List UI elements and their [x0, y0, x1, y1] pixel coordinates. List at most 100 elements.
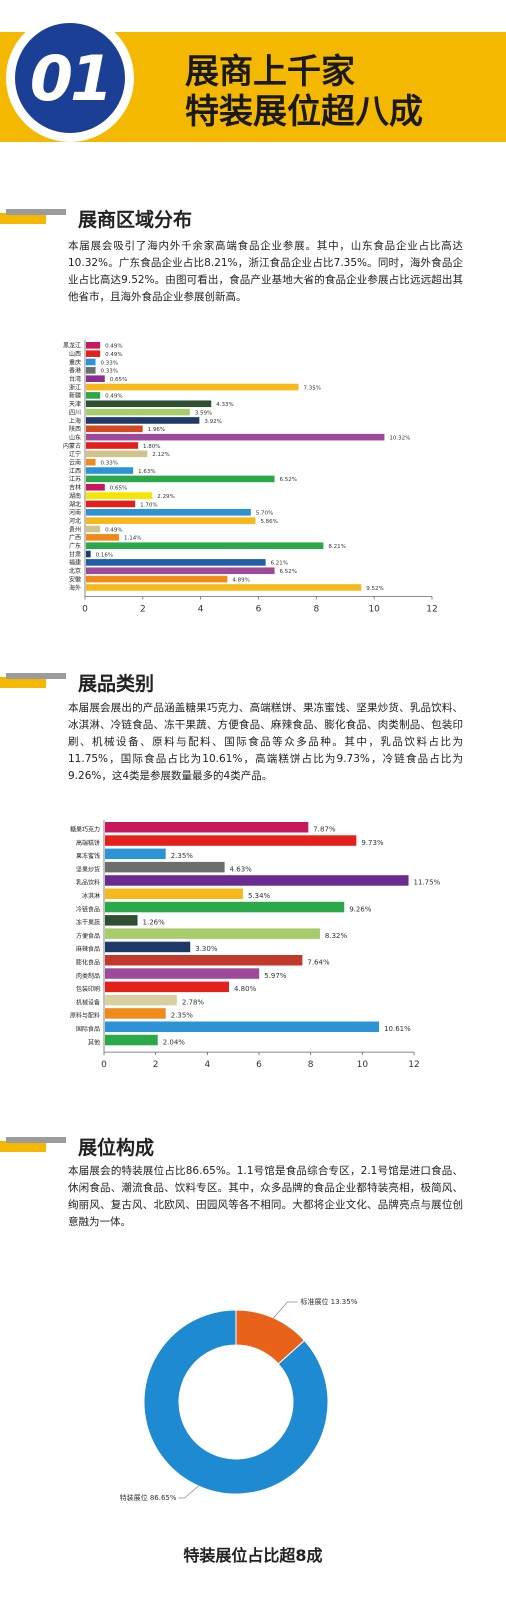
bar-value-label: 0.49% — [105, 344, 122, 350]
category-label: 坚果炒货 — [76, 865, 100, 873]
category-label: 吉林 — [69, 484, 81, 492]
x-tick-label: 12 — [426, 605, 437, 615]
bar — [105, 835, 357, 846]
bar — [105, 1034, 158, 1046]
bar — [105, 955, 303, 966]
bar-value-label: 3.30% — [195, 945, 218, 953]
bar-value-label: 5.34% — [248, 892, 271, 900]
region-bar-chart: 0 2 4 6 8 10 12 黑龙江 0.49% 山西 0.49% 重庆 0.33% 香港 0.33% 台湾… — [63, 340, 438, 615]
bar — [105, 928, 320, 939]
bar — [86, 400, 212, 408]
section-1-paragraph: 本届展会吸引了海内外千余家高端食品企业参展。其中，山东食品企业占比高达10.32… — [68, 240, 463, 303]
slice-label: 标准展位 13.35% — [300, 1297, 357, 1306]
category-label: 辽宁 — [69, 450, 81, 458]
bar-value-label: 1.26% — [143, 919, 166, 927]
section-3-title: 展位构成 — [78, 1137, 155, 1159]
bar — [105, 994, 177, 1006]
bar — [105, 968, 260, 979]
bar-value-label: 8.32% — [325, 932, 348, 940]
bar-value-label: 4.63% — [230, 865, 253, 873]
section-3-paragraph: 本届展会的特装展位占比86.65%。1.1号馆是食品综合专区，2.1号馆是进口食… — [68, 1165, 463, 1228]
bar — [86, 517, 256, 524]
category-label: 糖果巧克力 — [70, 826, 100, 834]
bar-value-label: 2.78% — [182, 998, 205, 1006]
category-label: 江西 — [69, 468, 81, 475]
x-tick-label: 12 — [408, 1060, 419, 1070]
bar-value-label: 5.97% — [264, 972, 287, 980]
category-label: 山东 — [69, 433, 81, 441]
section-1-marker — [0, 213, 46, 224]
category-label: 乳品饮料 — [76, 879, 100, 887]
bar-value-label: 2.04% — [163, 1038, 186, 1046]
header-title-line2: 特装展位超八成 — [185, 92, 423, 132]
category-label: 肉类制品 — [76, 972, 100, 980]
bar-value-label: 2.35% — [171, 1012, 194, 1020]
bar — [86, 534, 119, 541]
bar — [86, 375, 105, 382]
x-tick-label: 10 — [368, 605, 380, 615]
category-label: 原料与配料 — [70, 1012, 100, 1020]
leader-line — [273, 1301, 298, 1319]
bar-value-label: 7.87% — [313, 826, 336, 834]
bar-value-label: 7.35% — [304, 385, 321, 391]
bar-value-label: 0.33% — [101, 461, 118, 467]
category-label: 黑龙江 — [63, 342, 81, 350]
category-label: 河南 — [69, 509, 81, 517]
bar — [105, 861, 225, 873]
category-label: 机械设备 — [76, 998, 100, 1006]
bar-value-label: 5.70% — [256, 511, 273, 517]
bar-value-label: 6.52% — [280, 569, 297, 575]
bar — [86, 584, 362, 591]
category-label: 内蒙古 — [63, 442, 81, 450]
bar-value-label: 8.21% — [328, 544, 345, 550]
bar-value-label: 9.73% — [361, 839, 384, 847]
bar — [86, 417, 200, 424]
category-label: 方便食品 — [76, 932, 100, 940]
badge-number: 01 — [29, 42, 113, 115]
bar-value-label: 1.63% — [138, 469, 155, 475]
bar — [86, 467, 134, 474]
category-label: 高端糕饼 — [76, 839, 100, 847]
bar — [86, 358, 96, 366]
x-tick-label: 0 — [82, 605, 88, 615]
bar — [86, 559, 266, 566]
bar — [105, 888, 243, 899]
badge-circle — [15, 23, 125, 133]
category-label: 冰淇淋 — [82, 892, 100, 900]
category-label: 香港 — [69, 367, 81, 375]
category-label: 湖北 — [69, 500, 81, 508]
bar-value-label: 3.59% — [195, 410, 212, 416]
bar — [86, 383, 299, 391]
category-bar-chart: 0 2 4 6 8 10 12 糖果巧克力 7.87% 高端糕饼 9.73% 果冻蜜饯 2.35% 坚果炒… — [70, 820, 441, 1070]
category-label: 湖南 — [69, 492, 81, 500]
x-tick-label: 2 — [140, 605, 146, 615]
section-1-marker-bar — [6, 209, 66, 215]
bar-value-label: 0.49% — [105, 527, 122, 533]
category-label: 四川 — [69, 409, 81, 416]
bar-value-label: 2.35% — [171, 852, 194, 860]
category-label: 果冻蜜饯 — [76, 852, 100, 860]
category-label: 浙江 — [69, 383, 81, 391]
category-label: 台湾 — [69, 375, 81, 383]
category-label: 其他 — [88, 1038, 100, 1046]
bar-value-label: 3.92% — [204, 419, 221, 425]
bar — [105, 848, 166, 860]
bar-value-label: 4.80% — [234, 985, 257, 993]
category-label: 冻干果蔬 — [76, 919, 100, 927]
x-tick-label: 8 — [313, 605, 319, 615]
bar — [86, 342, 101, 349]
bar — [86, 458, 96, 466]
category-label: 膨化食品 — [76, 959, 100, 967]
bar — [86, 525, 101, 533]
bar — [86, 575, 228, 583]
bar — [86, 425, 143, 433]
bar — [86, 483, 105, 491]
category-label: 冷链食品 — [76, 905, 100, 913]
bar — [105, 1021, 380, 1032]
category-label: 广西 — [69, 534, 81, 542]
category-label: 陕西 — [69, 425, 81, 433]
bar — [86, 350, 101, 357]
category-label: 上海 — [69, 417, 81, 425]
bar — [105, 941, 191, 953]
x-tick-label: 6 — [256, 605, 262, 615]
